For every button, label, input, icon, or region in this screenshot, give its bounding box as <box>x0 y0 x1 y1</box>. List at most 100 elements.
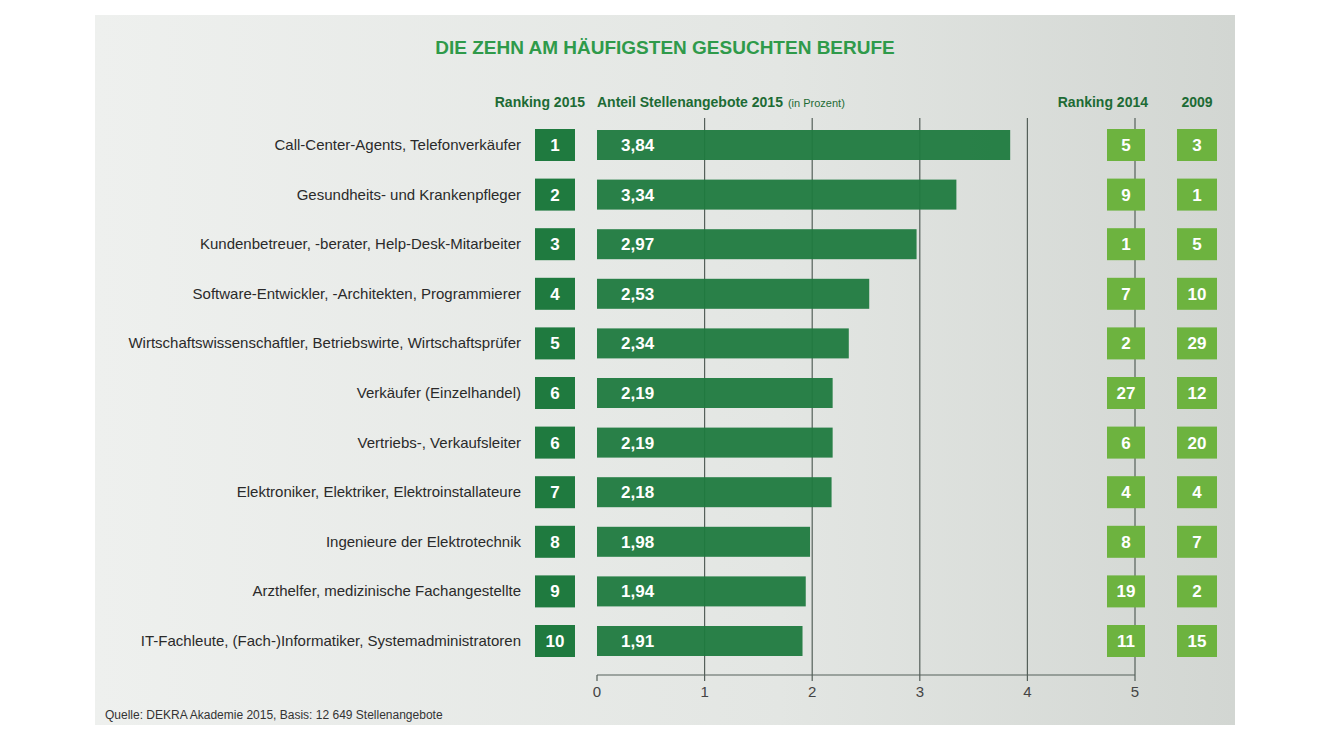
rank-box <box>535 427 575 459</box>
rank-box <box>535 575 575 607</box>
rank-value: 8 <box>1121 533 1130 552</box>
tick-label: 5 <box>1131 683 1139 700</box>
category-label-line: IT-Fachleute, (Fach-)Informatiker, Syste… <box>141 632 521 649</box>
category-label-line: Elektroniker, Elektriker, Elektroinstall… <box>237 483 521 500</box>
category-label-line: Wirtschaftswissenschaftler, Betriebswirt… <box>128 334 521 351</box>
rank-value: 6 <box>1121 434 1130 453</box>
rank-box <box>1177 427 1217 459</box>
category-label: Ingenieure der Elektrotechnik <box>326 533 522 550</box>
rank-box <box>1177 625 1217 657</box>
bar <box>597 527 810 557</box>
rank-value: 6 <box>550 384 559 403</box>
data-label: 1,94 <box>621 582 655 601</box>
rank-value: 3 <box>550 235 559 254</box>
rank-box <box>535 625 575 657</box>
data-label: 1,98 <box>621 533 654 552</box>
category-label: Elektroniker, Elektriker, Elektroinstall… <box>237 483 521 500</box>
grid-line <box>1027 118 1028 675</box>
category-label: Wirtschaftswissenschaftler, Betriebswirt… <box>128 334 521 351</box>
rank-box <box>1177 327 1217 359</box>
tick-label: 0 <box>593 683 601 700</box>
rank-value: 5 <box>1192 235 1201 254</box>
rank-value: 2 <box>550 186 559 205</box>
tick-label: 1 <box>700 683 708 700</box>
rank-value: 8 <box>550 533 559 552</box>
rank-box <box>1107 476 1145 508</box>
rank-value: 9 <box>1121 186 1130 205</box>
rank-value: 9 <box>550 582 559 601</box>
rank-value: 3 <box>1192 136 1201 155</box>
rank-box <box>535 377 575 409</box>
column-header: Ranking 2014 <box>1058 94 1148 110</box>
bars <box>597 130 1010 656</box>
bar <box>597 576 806 606</box>
tick-mark <box>596 675 597 681</box>
bar <box>597 626 803 656</box>
rank-column: 123456678910 <box>535 129 575 657</box>
data-label: 2,19 <box>621 384 654 403</box>
column-header-text: Anteil Stellenangebote 2015 <box>597 94 783 110</box>
bar <box>597 428 833 458</box>
source-note: Quelle: DEKRA Akademie 2015, Basis: 12 6… <box>105 708 443 722</box>
column-header: Anteil Stellenangebote 2015 (in Prozent) <box>597 94 845 110</box>
tick-mark <box>704 675 705 681</box>
rank-box <box>1107 129 1145 161</box>
rank-box <box>535 476 575 508</box>
rank-box <box>1107 427 1145 459</box>
rank-column: 59172276481911 <box>1107 129 1145 657</box>
rank-box <box>1107 228 1145 260</box>
category-label: Arzthelfer, medizinische Fachangestellte <box>253 582 521 599</box>
category-label-line: Gesundheits- und Krankenpfleger <box>297 186 521 203</box>
rank-value: 11 <box>1117 632 1135 651</box>
tick-mark <box>812 675 813 681</box>
title: DIE ZEHN AM HÄUFIGSTEN GESUCHTEN BERUFE <box>435 37 895 58</box>
category-label-line: Ingenieure der Elektrotechnik <box>326 533 522 550</box>
rank-value: 1 <box>1121 235 1130 254</box>
data-label: 2,53 <box>621 285 654 304</box>
rank-box <box>1107 625 1145 657</box>
rank-value: 2 <box>1192 582 1201 601</box>
tick-mark <box>1134 675 1135 681</box>
rank-box <box>535 179 575 211</box>
data-label: 2,18 <box>621 483 654 502</box>
category-label-line: Vertriebs-, Verkaufsleiter <box>358 434 521 451</box>
rank-value: 5 <box>1121 136 1130 155</box>
bar <box>597 378 833 408</box>
data-label: 2,19 <box>621 434 654 453</box>
axis-line <box>597 674 1135 675</box>
bar <box>597 328 849 358</box>
rank-box <box>1107 575 1145 607</box>
data-label: 2,97 <box>621 235 654 254</box>
category-label: Vertriebs-, Verkaufsleiter <box>358 434 521 451</box>
rank-box <box>1177 129 1217 161</box>
data-label: 2,34 <box>621 334 655 353</box>
rank-box <box>1177 179 1217 211</box>
rank-value: 10 <box>546 632 565 651</box>
rank-value: 10 <box>1188 285 1207 304</box>
bar <box>597 279 869 309</box>
rank-value: 7 <box>550 483 559 502</box>
chart: DIE ZEHN AM HÄUFIGSTEN GESUCHTEN BERUFE R… <box>0 0 1320 742</box>
column-header-unit: (in Prozent) <box>788 97 845 109</box>
rank-value: 7 <box>1192 533 1201 552</box>
bar <box>597 130 1010 160</box>
category-label: Gesundheits- und Krankenpfleger <box>297 186 521 203</box>
rank-box <box>1177 228 1217 260</box>
rank-box <box>535 526 575 558</box>
rank-box <box>535 278 575 310</box>
background-panel <box>95 15 1235 725</box>
category-label-line: Call-Center-Agents, Telefonverkäufer <box>274 136 521 153</box>
rank-value: 4 <box>1121 483 1131 502</box>
rank-box <box>1177 278 1217 310</box>
column-header: 2009 <box>1181 94 1212 110</box>
tick-mark <box>1027 675 1028 681</box>
x-axis: 012345 <box>593 675 1139 700</box>
rank-value: 7 <box>1121 285 1130 304</box>
bar <box>597 180 956 210</box>
category-label: Verkäufer (Einzelhandel) <box>357 384 521 401</box>
rank-value: 1 <box>1192 186 1201 205</box>
rank-box <box>535 129 575 161</box>
category-label-line: Arzthelfer, medizinische Fachangestellte <box>253 582 521 599</box>
rank-box <box>535 228 575 260</box>
tick-mark <box>919 675 920 681</box>
